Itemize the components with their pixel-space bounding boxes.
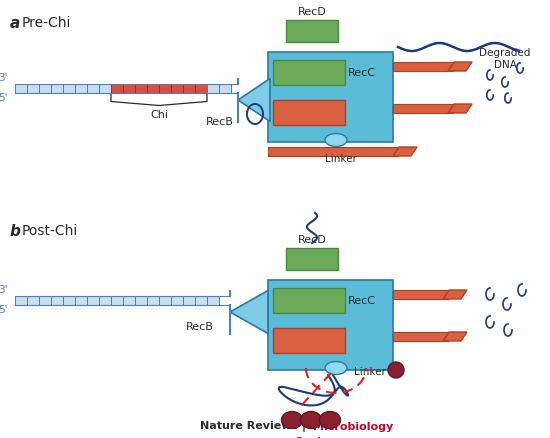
Text: Pre-Chi: Pre-Chi bbox=[22, 16, 72, 30]
Bar bbox=[51, 296, 63, 304]
Bar bbox=[268, 52, 393, 142]
Bar bbox=[75, 84, 87, 92]
Bar bbox=[273, 288, 345, 313]
Polygon shape bbox=[443, 332, 467, 341]
Bar bbox=[123, 84, 135, 92]
Bar bbox=[111, 296, 123, 304]
Polygon shape bbox=[448, 104, 472, 113]
Bar bbox=[123, 296, 135, 304]
Bar bbox=[39, 84, 51, 92]
Bar bbox=[147, 84, 159, 92]
Ellipse shape bbox=[320, 411, 340, 428]
Bar bbox=[393, 62, 453, 71]
Bar bbox=[171, 296, 183, 304]
Bar bbox=[15, 296, 27, 304]
Bar bbox=[393, 104, 453, 113]
Text: RecB: RecB bbox=[186, 322, 214, 332]
Bar bbox=[63, 84, 75, 92]
Bar bbox=[99, 296, 111, 304]
Bar bbox=[63, 296, 75, 304]
Polygon shape bbox=[443, 290, 467, 299]
Bar bbox=[268, 332, 398, 341]
Bar bbox=[171, 84, 183, 92]
Text: a: a bbox=[10, 16, 20, 31]
Bar bbox=[273, 60, 345, 85]
Text: RecD: RecD bbox=[298, 7, 326, 17]
Bar bbox=[207, 84, 219, 92]
Polygon shape bbox=[238, 78, 270, 121]
Bar bbox=[286, 20, 338, 42]
Bar bbox=[286, 248, 338, 270]
Text: RecC: RecC bbox=[348, 296, 376, 305]
Bar bbox=[39, 296, 51, 304]
Bar bbox=[268, 280, 393, 370]
Bar bbox=[135, 296, 147, 304]
Ellipse shape bbox=[388, 362, 404, 378]
Polygon shape bbox=[448, 62, 472, 71]
Bar bbox=[27, 296, 39, 304]
Text: RecD: RecD bbox=[298, 235, 326, 245]
Bar bbox=[27, 84, 39, 92]
Bar bbox=[111, 84, 123, 92]
Text: Linker: Linker bbox=[325, 154, 357, 164]
Bar bbox=[270, 104, 398, 113]
Bar bbox=[99, 84, 111, 92]
Ellipse shape bbox=[325, 361, 347, 374]
Bar bbox=[183, 84, 195, 92]
Text: Chi: Chi bbox=[150, 110, 168, 120]
Text: Degraded
DNA: Degraded DNA bbox=[479, 48, 531, 70]
Text: RecB: RecB bbox=[206, 117, 234, 127]
Ellipse shape bbox=[325, 134, 347, 146]
Text: 5': 5' bbox=[0, 305, 8, 315]
Bar bbox=[273, 328, 345, 353]
Text: Microbiology: Microbiology bbox=[313, 422, 393, 432]
Bar bbox=[268, 147, 398, 156]
Bar bbox=[87, 296, 99, 304]
Text: 5': 5' bbox=[0, 93, 8, 103]
Bar bbox=[195, 84, 207, 92]
Bar bbox=[159, 84, 171, 92]
Bar bbox=[273, 100, 345, 125]
Text: 3': 3' bbox=[0, 73, 8, 83]
Text: Nature Reviews |: Nature Reviews | bbox=[200, 421, 310, 432]
Text: Post-Chi: Post-Chi bbox=[22, 224, 78, 238]
Bar bbox=[393, 290, 448, 299]
Text: b: b bbox=[10, 224, 21, 239]
Bar bbox=[207, 296, 219, 304]
Ellipse shape bbox=[300, 411, 322, 428]
Bar bbox=[393, 332, 448, 341]
Bar bbox=[195, 296, 207, 304]
Bar bbox=[15, 84, 27, 92]
Polygon shape bbox=[393, 147, 417, 156]
Bar bbox=[183, 296, 195, 304]
Bar bbox=[75, 296, 87, 304]
Bar bbox=[87, 84, 99, 92]
Bar bbox=[159, 296, 171, 304]
Bar bbox=[219, 84, 231, 92]
Text: 3': 3' bbox=[0, 285, 8, 295]
Text: Linker: Linker bbox=[354, 367, 386, 377]
Text: RecC: RecC bbox=[348, 67, 376, 78]
Polygon shape bbox=[230, 290, 268, 333]
Bar bbox=[135, 84, 147, 92]
Text: RecA: RecA bbox=[296, 437, 324, 438]
Ellipse shape bbox=[282, 411, 303, 428]
Bar bbox=[147, 296, 159, 304]
Bar bbox=[51, 84, 63, 92]
